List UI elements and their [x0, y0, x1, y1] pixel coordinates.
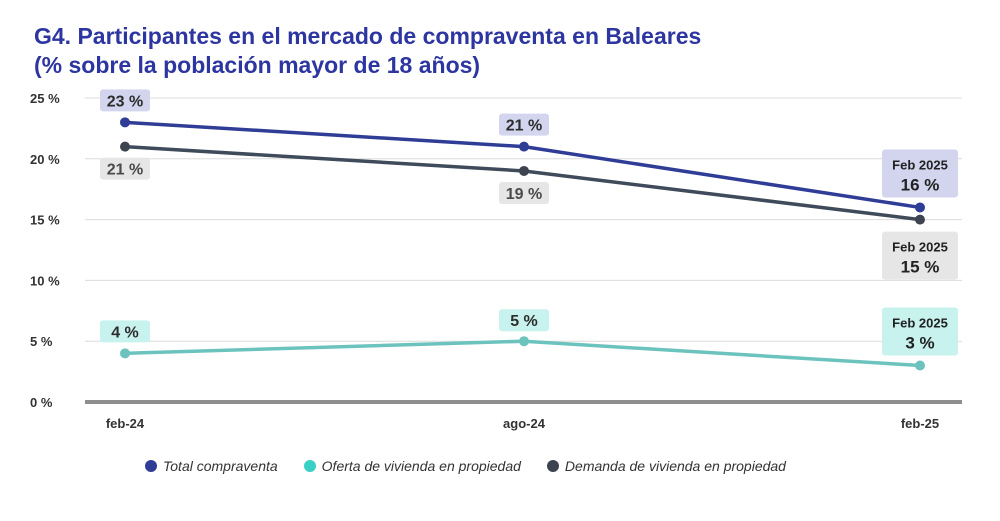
marker-total-feb-24	[120, 117, 130, 128]
y-tick-label-25: 25 %	[30, 91, 60, 106]
legend-item-demanda: Demanda de vivienda en propiedad	[546, 458, 786, 474]
legend-label-oferta: Oferta de vivienda en propiedad	[321, 458, 521, 474]
data-label-total-feb-24: 23 %	[107, 93, 143, 110]
data-label-total-ago-24: 21 %	[506, 118, 542, 135]
data-label-demanda-feb-24: 21 %	[107, 162, 143, 179]
legend-marker-oferta	[303, 460, 316, 472]
data-label-total-ago-24-box	[499, 113, 549, 136]
data-label-oferta-feb-24-box	[100, 320, 150, 343]
legend: Total compraventa Oferta de vivienda en …	[145, 458, 812, 474]
legend-label-total: Total compraventa	[163, 458, 278, 474]
marker-demanda-ago-24	[519, 165, 529, 176]
marker-oferta-feb-24	[120, 348, 130, 359]
chart-title: G4. Participantes en el mercado de compr…	[34, 22, 701, 80]
data-label-total-feb-25: 16 %	[901, 175, 940, 194]
data-label-oferta-feb-25-box	[882, 307, 958, 356]
x-tick-label-feb-25: feb-25	[901, 416, 939, 431]
data-label-oferta-feb-25-title: Feb 2025	[892, 316, 948, 331]
marker-oferta-ago-24	[519, 336, 529, 347]
data-label-demanda-ago-24: 19 %	[506, 186, 542, 203]
chart-title-line-1: G4. Participantes en el mercado de compr…	[34, 23, 702, 49]
data-label-demanda-ago-24-box	[499, 181, 549, 204]
x-tick-label-ago-24: ago-24	[503, 416, 546, 431]
marker-total-ago-24	[519, 141, 529, 152]
data-label-demanda-feb-25-title: Feb 2025	[892, 240, 948, 255]
data-label-oferta-ago-24: 5 %	[510, 313, 538, 330]
legend-marker-total	[145, 460, 157, 472]
data-label-total-feb-25-title: Feb 2025	[892, 157, 948, 172]
y-tick-label-0: 0 %	[30, 395, 53, 410]
marker-demanda-feb-24	[120, 141, 130, 152]
y-tick-label-10: 10 %	[30, 273, 60, 288]
data-label-demanda-feb-24-box	[100, 157, 150, 180]
x-tick-label-feb-24: feb-24	[106, 416, 145, 431]
data-label-oferta-feb-25: 3 %	[905, 334, 934, 353]
y-tick-label-20: 20 %	[30, 152, 60, 167]
data-label-oferta-ago-24-box	[499, 309, 549, 332]
y-tick-label-5: 5 %	[30, 334, 53, 349]
data-label-demanda-feb-25-box	[882, 231, 958, 280]
data-label-total-feb-25-box	[882, 149, 958, 198]
data-label-oferta-feb-24: 4 %	[111, 324, 139, 341]
legend-item-oferta: Oferta de vivienda en propiedad	[303, 458, 521, 474]
marker-demanda-feb-25	[915, 214, 925, 225]
data-label-demanda-feb-25: 15 %	[901, 258, 940, 277]
legend-marker-demanda	[546, 460, 559, 472]
y-tick-label-15: 15 %	[30, 213, 60, 228]
chart-title-line-2: (% sobre la población mayor de 18 años)	[34, 52, 481, 78]
marker-total-feb-25	[915, 202, 925, 213]
legend-item-total: Total compraventa	[145, 458, 278, 474]
marker-oferta-feb-25	[915, 360, 925, 371]
data-label-total-feb-24-box	[100, 89, 150, 112]
legend-label-demanda: Demanda de vivienda en propiedad	[564, 458, 786, 474]
